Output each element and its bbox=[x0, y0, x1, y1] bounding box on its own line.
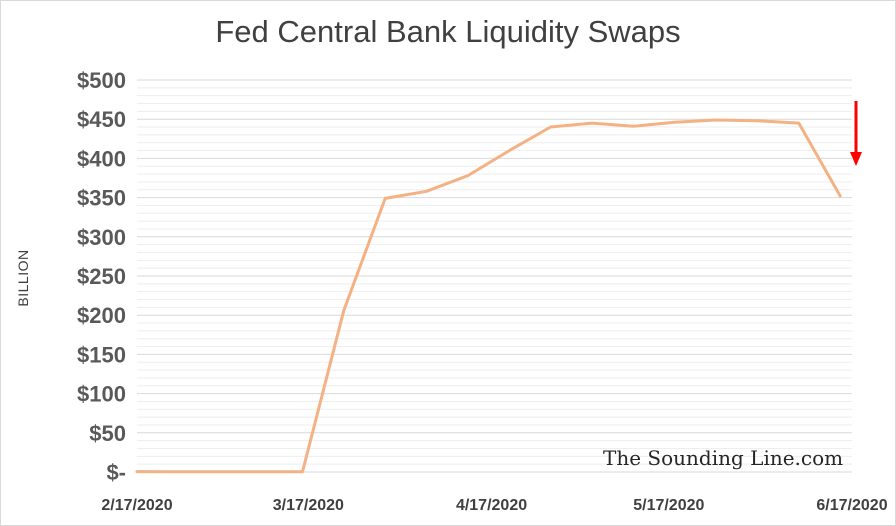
y-tick-label: $100 bbox=[77, 382, 126, 407]
x-tick-label: 3/17/2020 bbox=[273, 497, 344, 514]
y-tick-label: $350 bbox=[77, 186, 126, 211]
chart-title: Fed Central Bank Liquidity Swaps bbox=[215, 14, 681, 49]
y-tick-label: $300 bbox=[77, 225, 126, 250]
y-tick-label: $250 bbox=[77, 264, 126, 289]
watermark-text: The Sounding Line.com bbox=[603, 446, 844, 470]
gridlines bbox=[137, 79, 852, 473]
y-tick-labels: $- $50 $100 $150 $200 $250 $300 $350 $400 $450 $50… bbox=[77, 68, 126, 485]
x-tick-label: 2/17/2020 bbox=[101, 497, 172, 514]
annotation-group bbox=[850, 101, 862, 166]
x-tick-label: 4/17/2020 bbox=[456, 497, 527, 514]
x-tick-label: 5/17/2020 bbox=[633, 497, 704, 514]
x-tick-labels: 2/17/2020 3/17/2020 4/17/2020 5/17/2020 6/17… bbox=[101, 497, 887, 514]
y-tick-label: $500 bbox=[77, 68, 126, 93]
series-group bbox=[135, 118, 842, 474]
x-tick-label: 6/17/2020 bbox=[816, 497, 887, 514]
y-tick-label: $450 bbox=[77, 107, 126, 132]
y-tick-label: $- bbox=[106, 460, 126, 485]
y-tick-label: $400 bbox=[77, 146, 126, 171]
y-tick-label: $200 bbox=[77, 303, 126, 328]
y-tick-label: $150 bbox=[77, 342, 126, 367]
arrow-head-icon bbox=[850, 152, 862, 166]
y-tick-label: $50 bbox=[89, 421, 126, 446]
series-line bbox=[135, 118, 842, 474]
